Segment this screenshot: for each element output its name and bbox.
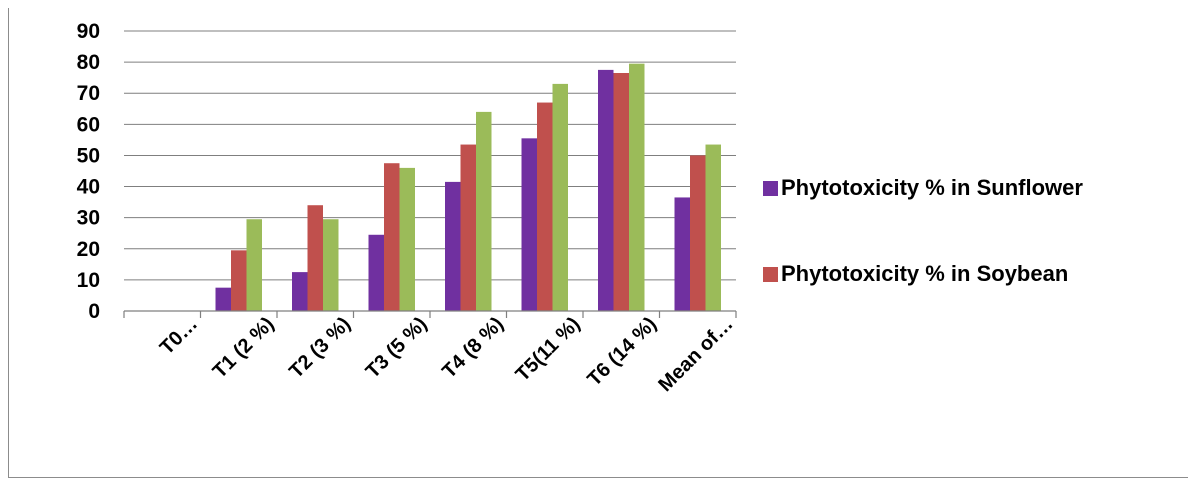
bar [384, 163, 400, 311]
bars [215, 63, 721, 311]
bar [368, 234, 384, 311]
chart-frame [8, 8, 1188, 478]
bar [399, 167, 415, 311]
x-category-label: T1 (2 %) [209, 313, 279, 383]
bar [246, 219, 262, 311]
y-tick-label: 50 [77, 144, 100, 167]
bar [674, 197, 690, 311]
legend-label: Phytotoxicity % in Sunflower [781, 175, 1083, 200]
x-axis [123, 310, 737, 318]
bar [292, 272, 308, 311]
y-tick-label: 80 [77, 51, 100, 74]
x-category-label: T2 (3 %) [285, 313, 355, 383]
legend-label: Phytotoxicity % in Soybean [781, 261, 1068, 286]
bar [476, 111, 492, 311]
bar [613, 73, 629, 311]
category-labels: T0… T1 (2 %) T2 (3 %) T3 (5 %) T4 (8 %) T5(11… [156, 313, 738, 396]
x-category-label: T3 (5 %) [362, 313, 432, 383]
y-tick-label: 90 [77, 20, 100, 43]
bar [690, 155, 706, 311]
bar [445, 181, 461, 311]
y-tick-label: 60 [77, 113, 100, 136]
bar [460, 144, 476, 311]
x-category-label: T6 (14 %) [583, 313, 661, 391]
bar [215, 287, 231, 311]
y-tick-label: 30 [77, 207, 100, 230]
legend-swatch [763, 181, 778, 196]
bar [307, 205, 323, 311]
bar [323, 219, 339, 311]
bar [537, 102, 553, 311]
bar [598, 69, 614, 311]
y-tick-label: 10 [77, 269, 100, 292]
x-category-label: T0… [156, 313, 202, 359]
legend: Phytotoxicity % in Sunflower Phytotoxicit… [763, 175, 1083, 286]
x-category-label: T5(11 %) [512, 313, 585, 386]
bar [231, 250, 247, 311]
x-category-label: T4 (8 %) [438, 313, 508, 383]
y-tick-label: 0 [88, 300, 100, 323]
legend-swatch [763, 267, 778, 282]
y-tick-label: 70 [77, 82, 100, 105]
bar [521, 138, 537, 311]
y-tick-label: 20 [77, 238, 100, 261]
y-tick-label: 40 [77, 176, 100, 199]
x-category-label: Mean of… [654, 313, 737, 396]
bar [705, 144, 721, 311]
bar [552, 83, 568, 311]
y-axis-ticks: 0 10 20 30 40 50 60 70 80 90 [77, 20, 100, 323]
bar [629, 63, 645, 311]
